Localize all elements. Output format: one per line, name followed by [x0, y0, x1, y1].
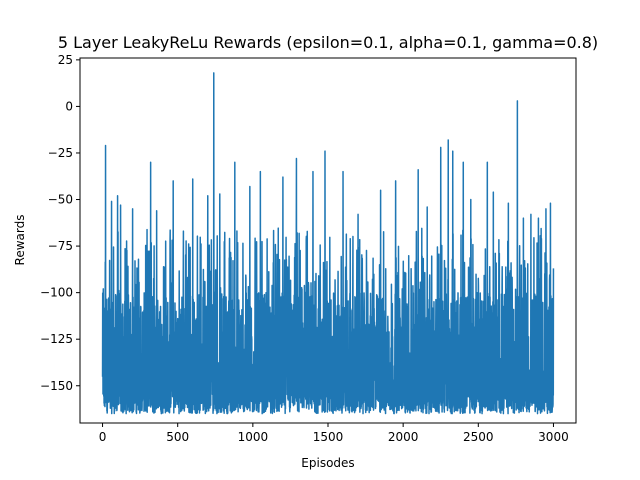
series-line: [101, 72, 555, 415]
y-tick-label: −150: [40, 379, 73, 393]
x-tick-label: 500: [166, 430, 189, 444]
y-tick-label: −125: [40, 332, 73, 346]
x-tick-label: 3000: [538, 430, 569, 444]
x-tick-label: 2000: [388, 430, 419, 444]
chart-title: 5 Layer LeakyReLu Rewards (epsilon=0.1, …: [58, 33, 598, 52]
y-tick-label: 0: [65, 99, 73, 113]
y-tick-label: −75: [48, 239, 73, 253]
x-tick-label: 0: [99, 430, 107, 444]
x-tick-label: 2500: [463, 430, 494, 444]
x-axis-label: Episodes: [301, 456, 354, 470]
y-tick-label: 25: [58, 53, 73, 67]
y-axis-label: Rewards: [13, 215, 27, 266]
x-tick-label: 1000: [238, 430, 269, 444]
x-axis: 0 500 1000 1500 2000 2500 3000: [99, 423, 569, 444]
y-axis: 25 0 −25 −50 −75 −100 −125 −150: [40, 53, 80, 393]
x-tick-label: 1500: [313, 430, 344, 444]
y-tick-label: −25: [48, 146, 73, 160]
y-tick-label: −50: [48, 193, 73, 207]
y-tick-label: −100: [40, 286, 73, 300]
plot-area: [101, 72, 555, 415]
